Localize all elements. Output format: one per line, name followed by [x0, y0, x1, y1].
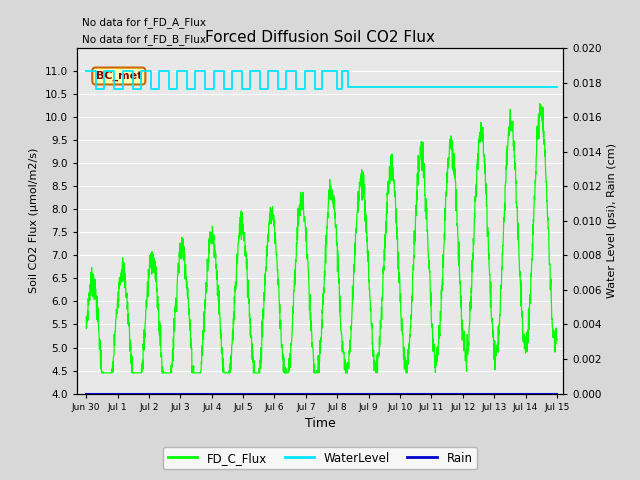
X-axis label: Time: Time	[305, 417, 335, 430]
Legend: FD_C_Flux, WaterLevel, Rain: FD_C_Flux, WaterLevel, Rain	[163, 447, 477, 469]
Title: Forced Diffusion Soil CO2 Flux: Forced Diffusion Soil CO2 Flux	[205, 30, 435, 46]
Text: BC_met: BC_met	[95, 71, 142, 81]
Y-axis label: Water Level (psi), Rain (cm): Water Level (psi), Rain (cm)	[607, 144, 618, 298]
Text: No data for f_FD_B_Flux: No data for f_FD_B_Flux	[82, 34, 205, 45]
Y-axis label: Soil CO2 Flux (μmol/m2/s): Soil CO2 Flux (μmol/m2/s)	[29, 148, 39, 293]
Text: No data for f_FD_A_Flux: No data for f_FD_A_Flux	[82, 17, 205, 28]
